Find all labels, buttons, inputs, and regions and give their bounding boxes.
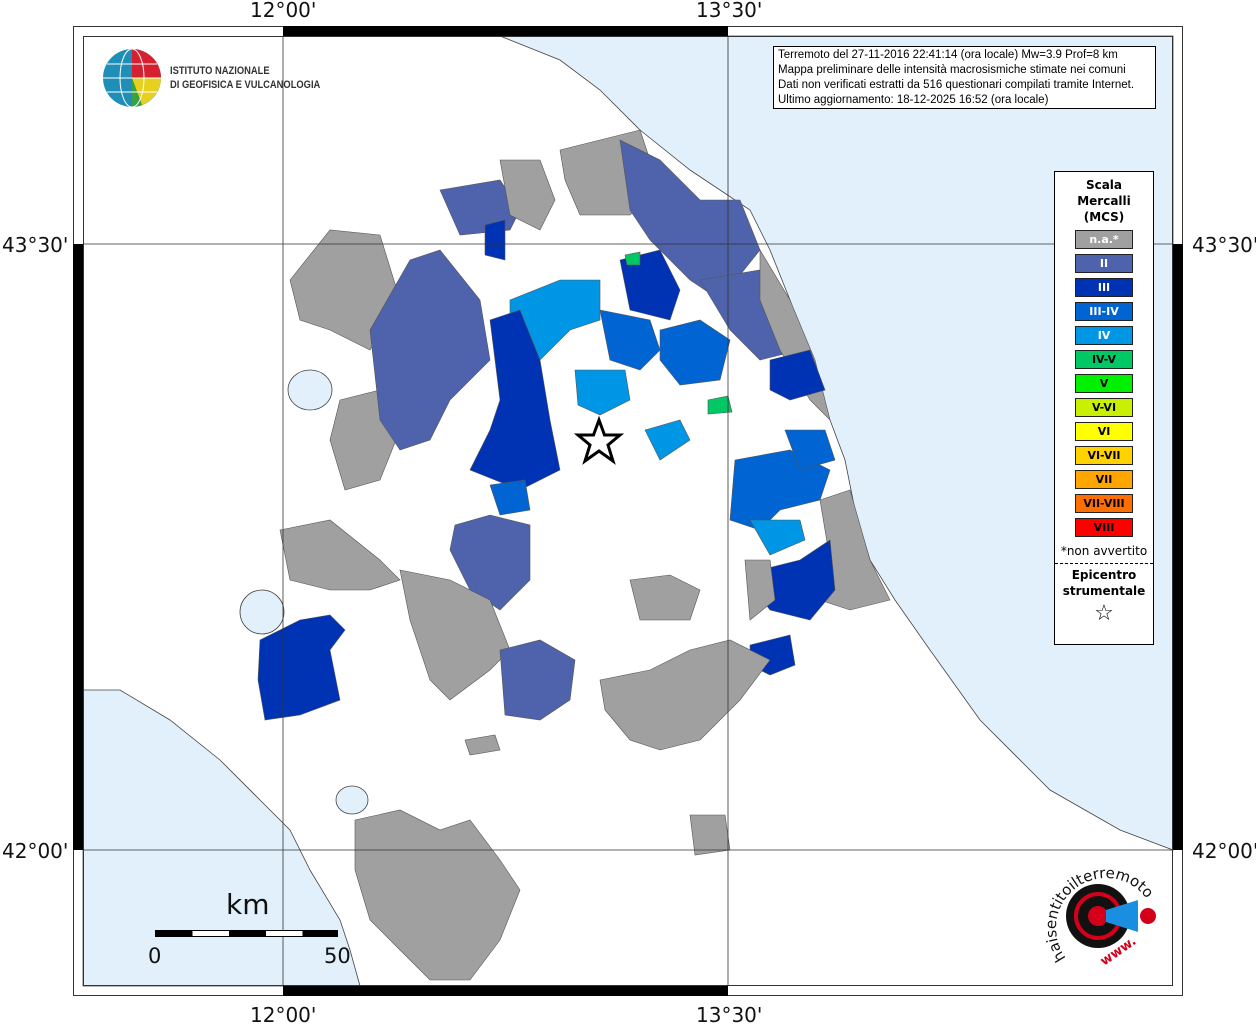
municipality-iiiiv [489,479,531,516]
legend-swatch: III-IV [1075,302,1133,321]
municipality-iii [769,349,826,401]
municipality-iiiiv [659,319,731,386]
municipality-iv [749,519,806,556]
legend-swatch: III [1075,278,1133,297]
municipality-na [354,809,521,981]
scale-max: 50 [324,944,351,968]
hsit-target-icon: haisentitoilterremoto.it www. [1033,844,1157,969]
last-update: Ultimo aggiornamento: 18-12-2025 16:52 (… [778,94,1049,106]
epicenter-label-2: strumentale [1062,584,1146,598]
municipality-na [464,734,501,756]
municipality-iv [644,419,691,461]
data-source: Dati non verificati estratti da 516 ques… [778,79,1135,91]
municipality-iii [619,249,681,321]
lon-label-bottom-left: 12°00' [250,1003,317,1027]
legend-note: *non avvertito [1060,544,1148,558]
legend-swatch: II [1075,254,1133,273]
municipality-iiiiv [784,429,836,471]
map-description: Mappa preliminare delle intensità macros… [778,64,1126,76]
legend-swatch: VII-VIII [1075,494,1133,513]
lon-label-bottom-right: 13°30' [696,1003,763,1027]
municipality-ii [369,249,491,451]
municipality-ivv [624,251,641,266]
legend-divider [1055,563,1153,564]
municipality-iii [469,309,561,491]
municipality-na [629,574,701,621]
lake-trasimeno [287,369,333,411]
hsit-logo: haisentitoilterremoto.it www. [1033,844,1160,974]
legend-swatch: IV-V [1075,350,1133,369]
lon-label-top-right: 13°30' [696,0,763,22]
lat-label-left-top: 43°30' [2,233,69,257]
lat-label-left-bottom: 42°00' [2,839,69,863]
municipality-na [279,519,401,591]
ingv-logo: ISTITUTO NAZIONALE DI GEOFISICA E VULCANO… [102,48,347,108]
legend-title-3: (MCS) [1083,210,1125,224]
legend-swatch: VIII [1075,518,1133,537]
ingv-name-line2: DI GEOFISICA E VULCANOLOGIA [170,79,321,91]
epicenter-label-1: Epicentro [1071,568,1137,582]
municipality-na [499,159,556,231]
municipality-na [399,569,511,701]
municipality-iv [574,369,631,416]
scale-bar-graphic [155,930,338,937]
legend-swatch: n.a.* [1075,230,1133,249]
municipality-na [599,639,771,751]
ingv-globe-icon [103,48,161,108]
adriatic-sea [499,35,1174,851]
municipality-ii [449,514,531,611]
legend-swatch: VI [1075,422,1133,441]
municipality-na [744,559,776,621]
epicenter-legend-star-icon: ☆ [1094,601,1114,626]
municipality-na [689,814,731,856]
legend-title-2: Mercalli [1077,194,1131,208]
lake-bracciano [335,785,369,815]
legend-swatch: V [1075,374,1133,393]
lat-label-right-bottom: 42°00' [1192,839,1256,863]
lake-bolsena [239,589,285,635]
legend-title-1: Scala [1085,178,1123,192]
legend-swatch: V-VI [1075,398,1133,417]
mcs-legend: Scala Mercalli (MCS) n.a.* II III III-IV IV IV-… [1054,171,1154,645]
legend-swatch: VI-VII [1075,446,1133,465]
lon-label-top-left: 12°00' [250,0,317,22]
event-line: Terremoto del 27-11-2016 22:41:14 (ora l… [778,49,1118,61]
legend-swatch: IV [1075,326,1133,345]
legend-swatch: VII [1075,470,1133,489]
municipality-ivv [707,395,733,415]
ingv-name-line1: ISTITUTO NAZIONALE [170,65,270,77]
lat-label-right-top: 43°30' [1192,233,1256,257]
municipality-iii [257,614,346,721]
municipality-iiiiv [599,309,661,371]
graticule [83,36,1173,986]
scale-min: 0 [148,944,162,968]
epicenter-star-icon [573,415,625,465]
municipality-ii [499,639,576,721]
event-info-box: Terremoto del 27-11-2016 22:41:14 (ora l… [773,46,1156,109]
scale-unit: km [226,888,270,921]
municipality-iii [484,219,506,261]
